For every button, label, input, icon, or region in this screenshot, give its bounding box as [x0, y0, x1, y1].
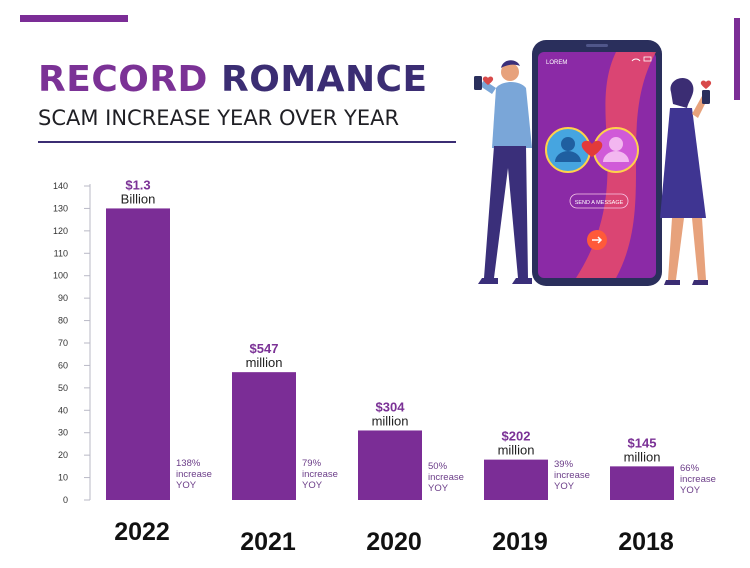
bar-2021 [232, 372, 296, 500]
bar-2019 [484, 459, 548, 500]
x-category-label: 2022 [114, 518, 170, 546]
phone-status-text: LOREM [546, 60, 567, 66]
value-label-amount: $1.3 [125, 177, 150, 192]
yoy-annotation-line: 39% [554, 459, 574, 470]
y-tick-label: 50 [58, 383, 68, 393]
battery-icon [643, 56, 652, 62]
y-tick-label: 140 [53, 181, 68, 191]
title-word-romance: ROMANCE [221, 59, 428, 100]
y-tick-label: 20 [58, 450, 68, 460]
yoy-annotation-line: increase [428, 472, 464, 483]
x-category-label: 2021 [240, 528, 296, 556]
yoy-annotation-line: YOY [176, 480, 197, 491]
y-tick-label: 0 [63, 495, 68, 505]
bar-2022 [106, 208, 170, 500]
couple-phone-illustration: LOREM SEND A MESSAGE [474, 40, 712, 286]
arrow-right-icon [587, 230, 607, 250]
x-category-label: 2020 [366, 528, 422, 556]
bar-2018 [610, 466, 674, 500]
value-label-amount: $547 [250, 341, 279, 356]
yoy-annotation-line: 138% [176, 458, 201, 469]
value-label-unit: million [624, 449, 661, 464]
y-tick-label: 130 [53, 203, 68, 213]
y-tick-label: 110 [54, 248, 68, 258]
value-label-unit: million [246, 355, 283, 370]
y-tick-label: 60 [58, 360, 68, 370]
y-tick-label: 70 [58, 338, 68, 348]
wifi-icon [631, 58, 641, 62]
value-label-amount: $202 [502, 429, 531, 444]
yoy-annotation-line: 66% [680, 463, 700, 474]
y-tick-label: 40 [58, 405, 68, 415]
man-figure [474, 60, 532, 284]
y-tick-label: 120 [53, 226, 68, 236]
value-label-unit: Billion [121, 191, 156, 206]
title-underline [38, 141, 456, 143]
yoy-annotation-line: 79% [302, 458, 322, 469]
send-message-label: SEND A MESSAGE [575, 200, 624, 206]
woman-figure [660, 78, 710, 285]
man-avatar-icon [545, 127, 591, 173]
yoy-annotation-line: increase [302, 469, 338, 480]
y-tick-label: 100 [53, 271, 68, 281]
floating-heart-icon [700, 80, 712, 89]
y-axis: 0 10 20 30 40 50 60 70 80 90 100 110 120 130 140 [53, 181, 91, 505]
phone-speaker [586, 44, 608, 47]
yoy-annotation-line: YOY [428, 483, 449, 494]
y-tick-label: 80 [58, 316, 68, 326]
yoy-annotation-line: YOY [302, 480, 323, 491]
floating-heart-icon [482, 76, 494, 85]
title-word-record: RECORD [38, 59, 208, 100]
woman-avatar-icon [593, 127, 639, 173]
page-subtitle: SCAM INCREASE YEAR OVER YEAR [38, 106, 400, 130]
value-label-unit: million [372, 413, 409, 428]
value-labels: $1.3Billion138%increaseYOY2022$547millio… [114, 177, 716, 556]
bar-2020 [358, 430, 422, 500]
yoy-annotation-line: YOY [680, 485, 701, 496]
heart-icon [581, 140, 603, 157]
x-category-label: 2018 [618, 528, 674, 556]
yoy-annotation-line: YOY [554, 481, 575, 492]
yoy-annotation-line: increase [554, 470, 590, 481]
yoy-annotation-line: increase [680, 474, 716, 485]
page-title: RECORD ROMANCE [38, 58, 428, 102]
bars [106, 208, 674, 500]
yoy-annotation-line: increase [176, 469, 212, 480]
value-label-amount: $304 [376, 399, 406, 414]
decorative-side-bar [734, 18, 740, 100]
y-tick-label: 90 [58, 293, 68, 303]
send-message-button [569, 193, 629, 209]
y-tick-label: 10 [58, 473, 68, 483]
decorative-top-bar [20, 15, 128, 22]
x-category-label: 2019 [492, 528, 548, 556]
value-label-unit: million [498, 443, 535, 458]
y-tick-label: 30 [58, 428, 68, 438]
yoy-annotation-line: 50% [428, 461, 448, 472]
value-label-amount: $145 [628, 435, 657, 450]
